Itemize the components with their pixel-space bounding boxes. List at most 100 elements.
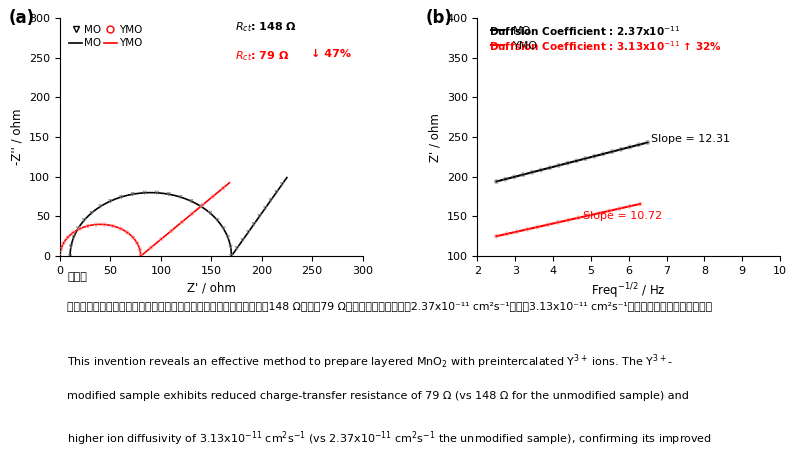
Point [203, 209, 216, 217]
Point [490, 233, 502, 240]
Point [623, 144, 636, 151]
Point [121, 229, 134, 236]
Point [78, 217, 90, 224]
Point [552, 162, 565, 169]
Text: 本發明揭露一個預嵌入釔離子到層狀二氧化鋯的方法，能夠使電阻值從148 Ω下降至79 Ω，並使離子擴散係數從2.37x10⁻¹¹ cm²s⁻¹提高至3.13x10: 本發明揭露一個預嵌入釔離子到層狀二氧化鋯的方法，能夠使電阻值從148 Ω下降至7… [67, 301, 712, 311]
Point [265, 197, 278, 204]
Text: (b): (b) [426, 9, 453, 27]
Point [500, 230, 513, 237]
Point [634, 200, 646, 207]
Point [570, 157, 583, 164]
Point [588, 153, 601, 160]
Text: Slope = 10.72: Slope = 10.72 [583, 211, 662, 221]
Point [174, 193, 186, 201]
Point [579, 155, 592, 162]
Point [499, 176, 512, 183]
Point [534, 166, 547, 173]
Point [186, 210, 198, 217]
Point [114, 225, 127, 232]
Point [632, 141, 645, 149]
Point [259, 205, 272, 212]
Text: This invention reveals an effective method to prepare layered MnO$_2$ with prein: This invention reveals an effective meth… [67, 353, 674, 371]
Point [606, 148, 618, 155]
Point [582, 212, 595, 219]
Point [62, 234, 74, 241]
Point [224, 243, 237, 250]
Point [134, 246, 146, 253]
Text: Slope = 12.31: Slope = 12.31 [651, 134, 730, 144]
Point [130, 240, 143, 247]
Point [521, 226, 534, 233]
Legend: MO, MO, YMO, YMO: MO, MO, YMO, YMO [66, 21, 146, 53]
Point [242, 228, 254, 236]
Point [175, 218, 188, 226]
Text: Duffsion Coefficient : 3.13x10$^{-11}$ ↑ 32%: Duffsion Coefficient : 3.13x10$^{-11}$ ↑… [489, 39, 722, 53]
Point [526, 169, 538, 176]
Point [561, 159, 574, 167]
Text: 圖一：: 圖一： [67, 271, 87, 282]
Point [217, 184, 230, 192]
Point [613, 205, 626, 212]
Point [82, 222, 94, 230]
Point [597, 150, 610, 158]
Text: $R_{ct}$: 148 Ω: $R_{ct}$: 148 Ω [235, 20, 298, 34]
Point [217, 225, 230, 232]
Point [247, 221, 260, 228]
X-axis label: Freq$^{-1/2}$ / Hz: Freq$^{-1/2}$ / Hz [591, 281, 666, 301]
X-axis label: Z' / ohm: Z' / ohm [187, 281, 236, 294]
Point [126, 191, 139, 198]
Point [614, 146, 627, 153]
Point [206, 193, 219, 200]
Text: (a): (a) [9, 9, 34, 27]
Point [572, 214, 585, 222]
Point [222, 234, 234, 241]
Text: higher ion diffusivity of 3.13x10$^{-11}$ cm$^2$s$^{-1}$ (vs 2.37x10$^{-11}$ cm$: higher ion diffusivity of 3.13x10$^{-11}… [67, 429, 712, 448]
Point [145, 244, 158, 251]
Point [67, 229, 80, 236]
Point [196, 202, 209, 209]
Text: Duffsion Coefficient : 2.37x10$^{-11}$: Duffsion Coefficient : 2.37x10$^{-11}$ [489, 24, 680, 38]
Point [623, 202, 636, 210]
Point [236, 236, 249, 244]
Point [150, 189, 163, 197]
Point [230, 245, 243, 252]
Point [593, 210, 606, 217]
Point [165, 227, 178, 234]
Point [72, 225, 85, 232]
Point [642, 139, 654, 146]
Point [276, 181, 289, 188]
Point [54, 252, 66, 260]
Point [551, 219, 564, 226]
Point [57, 240, 70, 247]
Point [94, 203, 107, 210]
Point [542, 221, 554, 228]
Point [254, 212, 266, 220]
Point [98, 221, 111, 228]
Y-axis label: -Z'' / ohm: -Z'' / ohm [10, 109, 23, 165]
Text: $R_{ct}$: 79 Ω: $R_{ct}$: 79 Ω [235, 49, 290, 63]
Point [162, 191, 175, 198]
Point [106, 222, 119, 230]
Point [531, 223, 544, 231]
Point [185, 198, 198, 205]
Point [115, 193, 128, 201]
Point [104, 198, 117, 205]
Y-axis label: Z' / ohm: Z' / ohm [428, 113, 441, 162]
Point [270, 188, 283, 196]
Point [138, 189, 151, 197]
Point [517, 171, 530, 178]
Point [126, 234, 139, 241]
Point [74, 225, 86, 232]
Legend: MO, YMO: MO, YMO [486, 21, 542, 56]
Point [86, 209, 98, 217]
Point [134, 252, 147, 260]
Point [211, 217, 224, 224]
Point [67, 234, 80, 241]
Point [543, 164, 556, 171]
Point [90, 221, 102, 228]
Point [64, 252, 77, 260]
Point [225, 252, 238, 260]
Point [155, 236, 168, 243]
Point [510, 228, 523, 235]
Point [54, 246, 67, 253]
